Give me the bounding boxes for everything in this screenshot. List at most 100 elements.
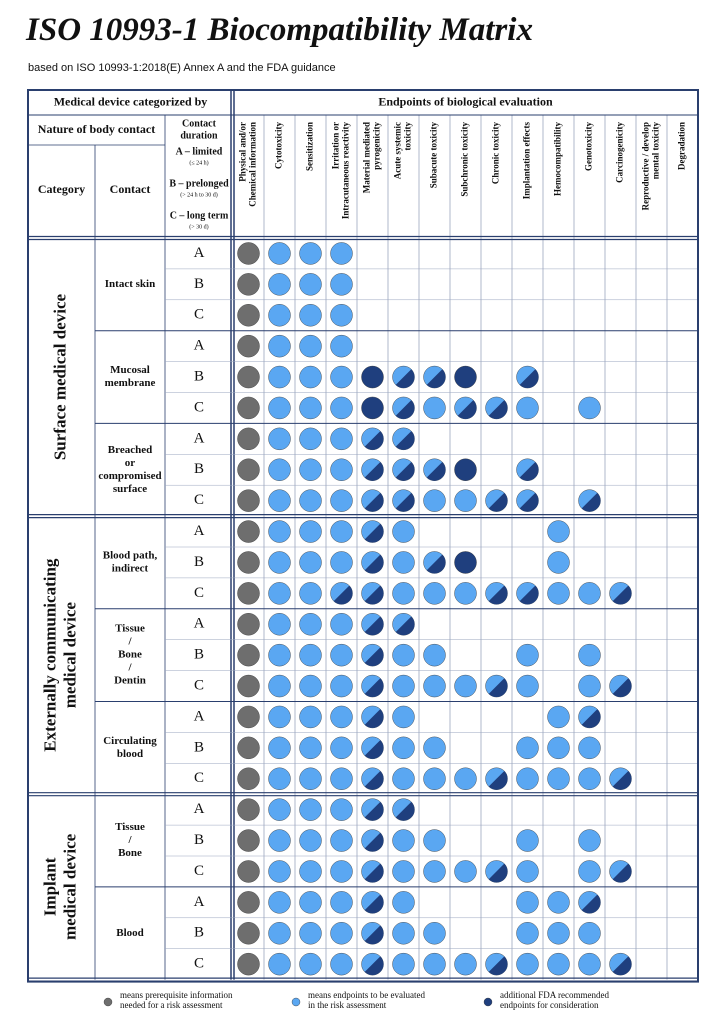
evaluate-dot [578, 396, 601, 420]
evaluate-dot [454, 489, 477, 512]
fda-dot [361, 396, 384, 420]
evaluate-dot [330, 922, 353, 945]
evaluate-dot [423, 489, 446, 512]
contact-label: Blood [116, 927, 144, 939]
evaluate-dot [299, 273, 322, 296]
evaluate-dot [578, 582, 601, 605]
header-left: Medical device categorized by [54, 94, 208, 108]
evaluate-dot-fda-half [364, 801, 384, 821]
evaluate-dot-fda-half [581, 894, 601, 914]
duration-code: A [194, 801, 205, 817]
prerequisite-dot [237, 891, 260, 914]
duration-code: C [194, 956, 204, 972]
evaluate-dot [299, 242, 322, 265]
evaluate-dot [299, 334, 322, 358]
evaluate-dot [454, 767, 477, 790]
duration-code: B [194, 368, 204, 384]
evaluate-dot [268, 365, 291, 389]
evaluate-dot-fda-half [519, 369, 539, 388]
endpoint-label: Intracutaneous reactivity [341, 122, 351, 220]
endpoint-label: Implantation effects [522, 122, 532, 200]
evaluate-dot [330, 334, 353, 358]
evaluate-dot [330, 304, 353, 327]
duration-code: C [194, 585, 204, 601]
evaluate-dot-fda-half [364, 554, 384, 574]
evaluate-dot-fda-half [364, 431, 384, 450]
duration-code: A [194, 245, 205, 261]
evaluate-dot-fda-half [364, 894, 384, 914]
category-label: medical device [60, 602, 79, 709]
evaluate-dot [299, 396, 322, 420]
endpoint-label: toxicity [403, 122, 413, 151]
evaluate-dot [516, 860, 539, 883]
endpoint-label: Degradation [677, 122, 687, 170]
evaluate-dot [392, 674, 415, 698]
evaluate-dot-fda-half [581, 492, 601, 512]
duration-title: duration [180, 130, 218, 141]
evaluate-dot [516, 767, 539, 790]
duration-code: A [194, 430, 205, 446]
table-border [27, 89, 699, 983]
duration-title: Contact [182, 118, 217, 129]
evaluate-dot-fda-half [364, 740, 384, 759]
evaluate-dot-fda-half [426, 369, 446, 388]
contact-label: Dentin [114, 675, 146, 687]
evaluate-dot [330, 458, 353, 481]
evaluate-dot-fda-half [364, 956, 384, 976]
evaluate-dot [299, 829, 322, 852]
evaluate-dot [299, 458, 322, 481]
legend-dot [291, 997, 301, 1007]
endpoint-label: mental toxicity [651, 122, 661, 180]
evaluate-dot [423, 767, 446, 790]
evaluate-dot [268, 891, 291, 914]
evaluate-dot-fda-half [519, 585, 539, 605]
evaluate-dot [268, 643, 291, 667]
title: ISO 10993-1 Biocompatibility Matrix [25, 12, 533, 48]
evaluate-dot [578, 860, 601, 883]
evaluate-dot-fda-half [395, 801, 415, 821]
contact-label: compromised [98, 470, 161, 482]
duration-code: B [194, 647, 204, 663]
legend-text: in the risk assessment [308, 1000, 387, 1010]
evaluate-dot [268, 273, 291, 296]
evaluate-dot [516, 952, 539, 976]
evaluate-dot-fda-half [364, 523, 384, 543]
evaluate-dot [578, 674, 601, 698]
evaluate-dot [423, 674, 446, 698]
evaluate-dot-fda-half [364, 925, 384, 945]
evaluate-dot-fda-half [488, 770, 508, 790]
duration-code: B [194, 925, 204, 941]
evaluate-dot [330, 860, 353, 883]
contact-label: Circulating [103, 735, 157, 747]
evaluate-dot [299, 551, 322, 574]
duration-code: B [194, 461, 204, 477]
evaluate-dot [299, 674, 322, 698]
evaluate-dot [330, 705, 353, 729]
duration-code: B [194, 832, 204, 848]
evaluate-dot-fda-half [364, 461, 384, 481]
evaluate-dot-fda-half [426, 554, 446, 574]
evaluate-dot [330, 551, 353, 574]
evaluate-dot [547, 767, 570, 790]
duration-label: C – long term [170, 210, 229, 221]
duration-code: B [194, 739, 204, 755]
evaluate-dot [299, 705, 322, 729]
evaluate-dot [423, 396, 446, 420]
evaluate-dot [268, 736, 291, 760]
evaluate-dot [330, 613, 353, 636]
evaluate-dot [299, 798, 322, 821]
fda-dot [361, 365, 384, 389]
evaluate-dot [330, 273, 353, 296]
evaluate-dot [299, 891, 322, 914]
legend-text: endpoints for consideration [500, 1000, 599, 1010]
evaluate-dot-fda-half [395, 400, 415, 419]
evaluate-dot [423, 736, 446, 760]
prerequisite-dot [237, 365, 260, 389]
duration-code: A [194, 894, 205, 910]
evaluate-dot [268, 613, 291, 636]
legend-dot [483, 997, 493, 1007]
endpoint-label: Physical and/or [238, 122, 248, 182]
evaluate-dot [547, 736, 570, 760]
evaluate-dot-fda-half [364, 863, 384, 883]
evaluate-dot [547, 922, 570, 945]
